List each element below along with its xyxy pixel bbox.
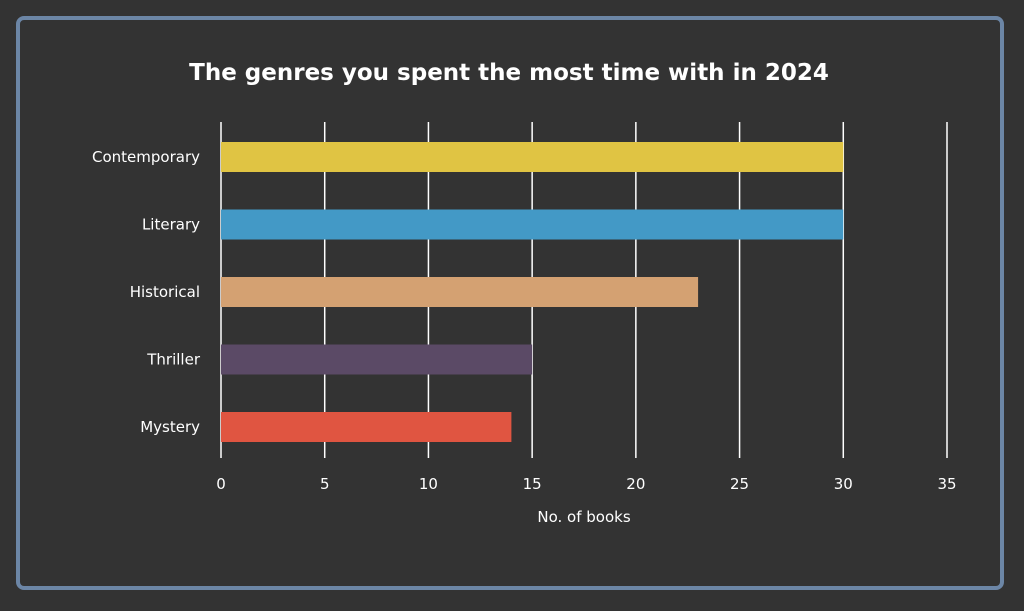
x-tick-label: 35 <box>937 475 956 493</box>
x-tick-label: 15 <box>523 475 542 493</box>
x-axis-label: No. of books <box>537 508 630 526</box>
x-tick-label: 10 <box>419 475 438 493</box>
bar-literary <box>221 209 844 240</box>
x-tick-label: 5 <box>320 475 330 493</box>
category-label: Thriller <box>146 351 201 369</box>
chart-title: The genres you spent the most time with … <box>189 60 829 86</box>
x-tick-label: 0 <box>216 475 226 493</box>
category-labels: Contemporary Literary Historical Thriller My… <box>92 148 201 436</box>
x-tick-labels: 0 5 10 15 20 25 30 35 <box>216 475 956 493</box>
bar-contemporary <box>221 142 844 172</box>
x-tick-label: 25 <box>730 475 749 493</box>
bar-mystery <box>221 412 512 442</box>
bars <box>221 142 844 442</box>
category-label: Literary <box>142 216 200 234</box>
x-tick-label: 30 <box>834 475 853 493</box>
bar-thriller <box>221 344 533 375</box>
category-label: Historical <box>130 283 200 301</box>
bar-historical <box>221 277 699 307</box>
category-label: Contemporary <box>92 148 200 166</box>
category-label: Mystery <box>140 418 200 436</box>
x-tick-label: 20 <box>626 475 645 493</box>
